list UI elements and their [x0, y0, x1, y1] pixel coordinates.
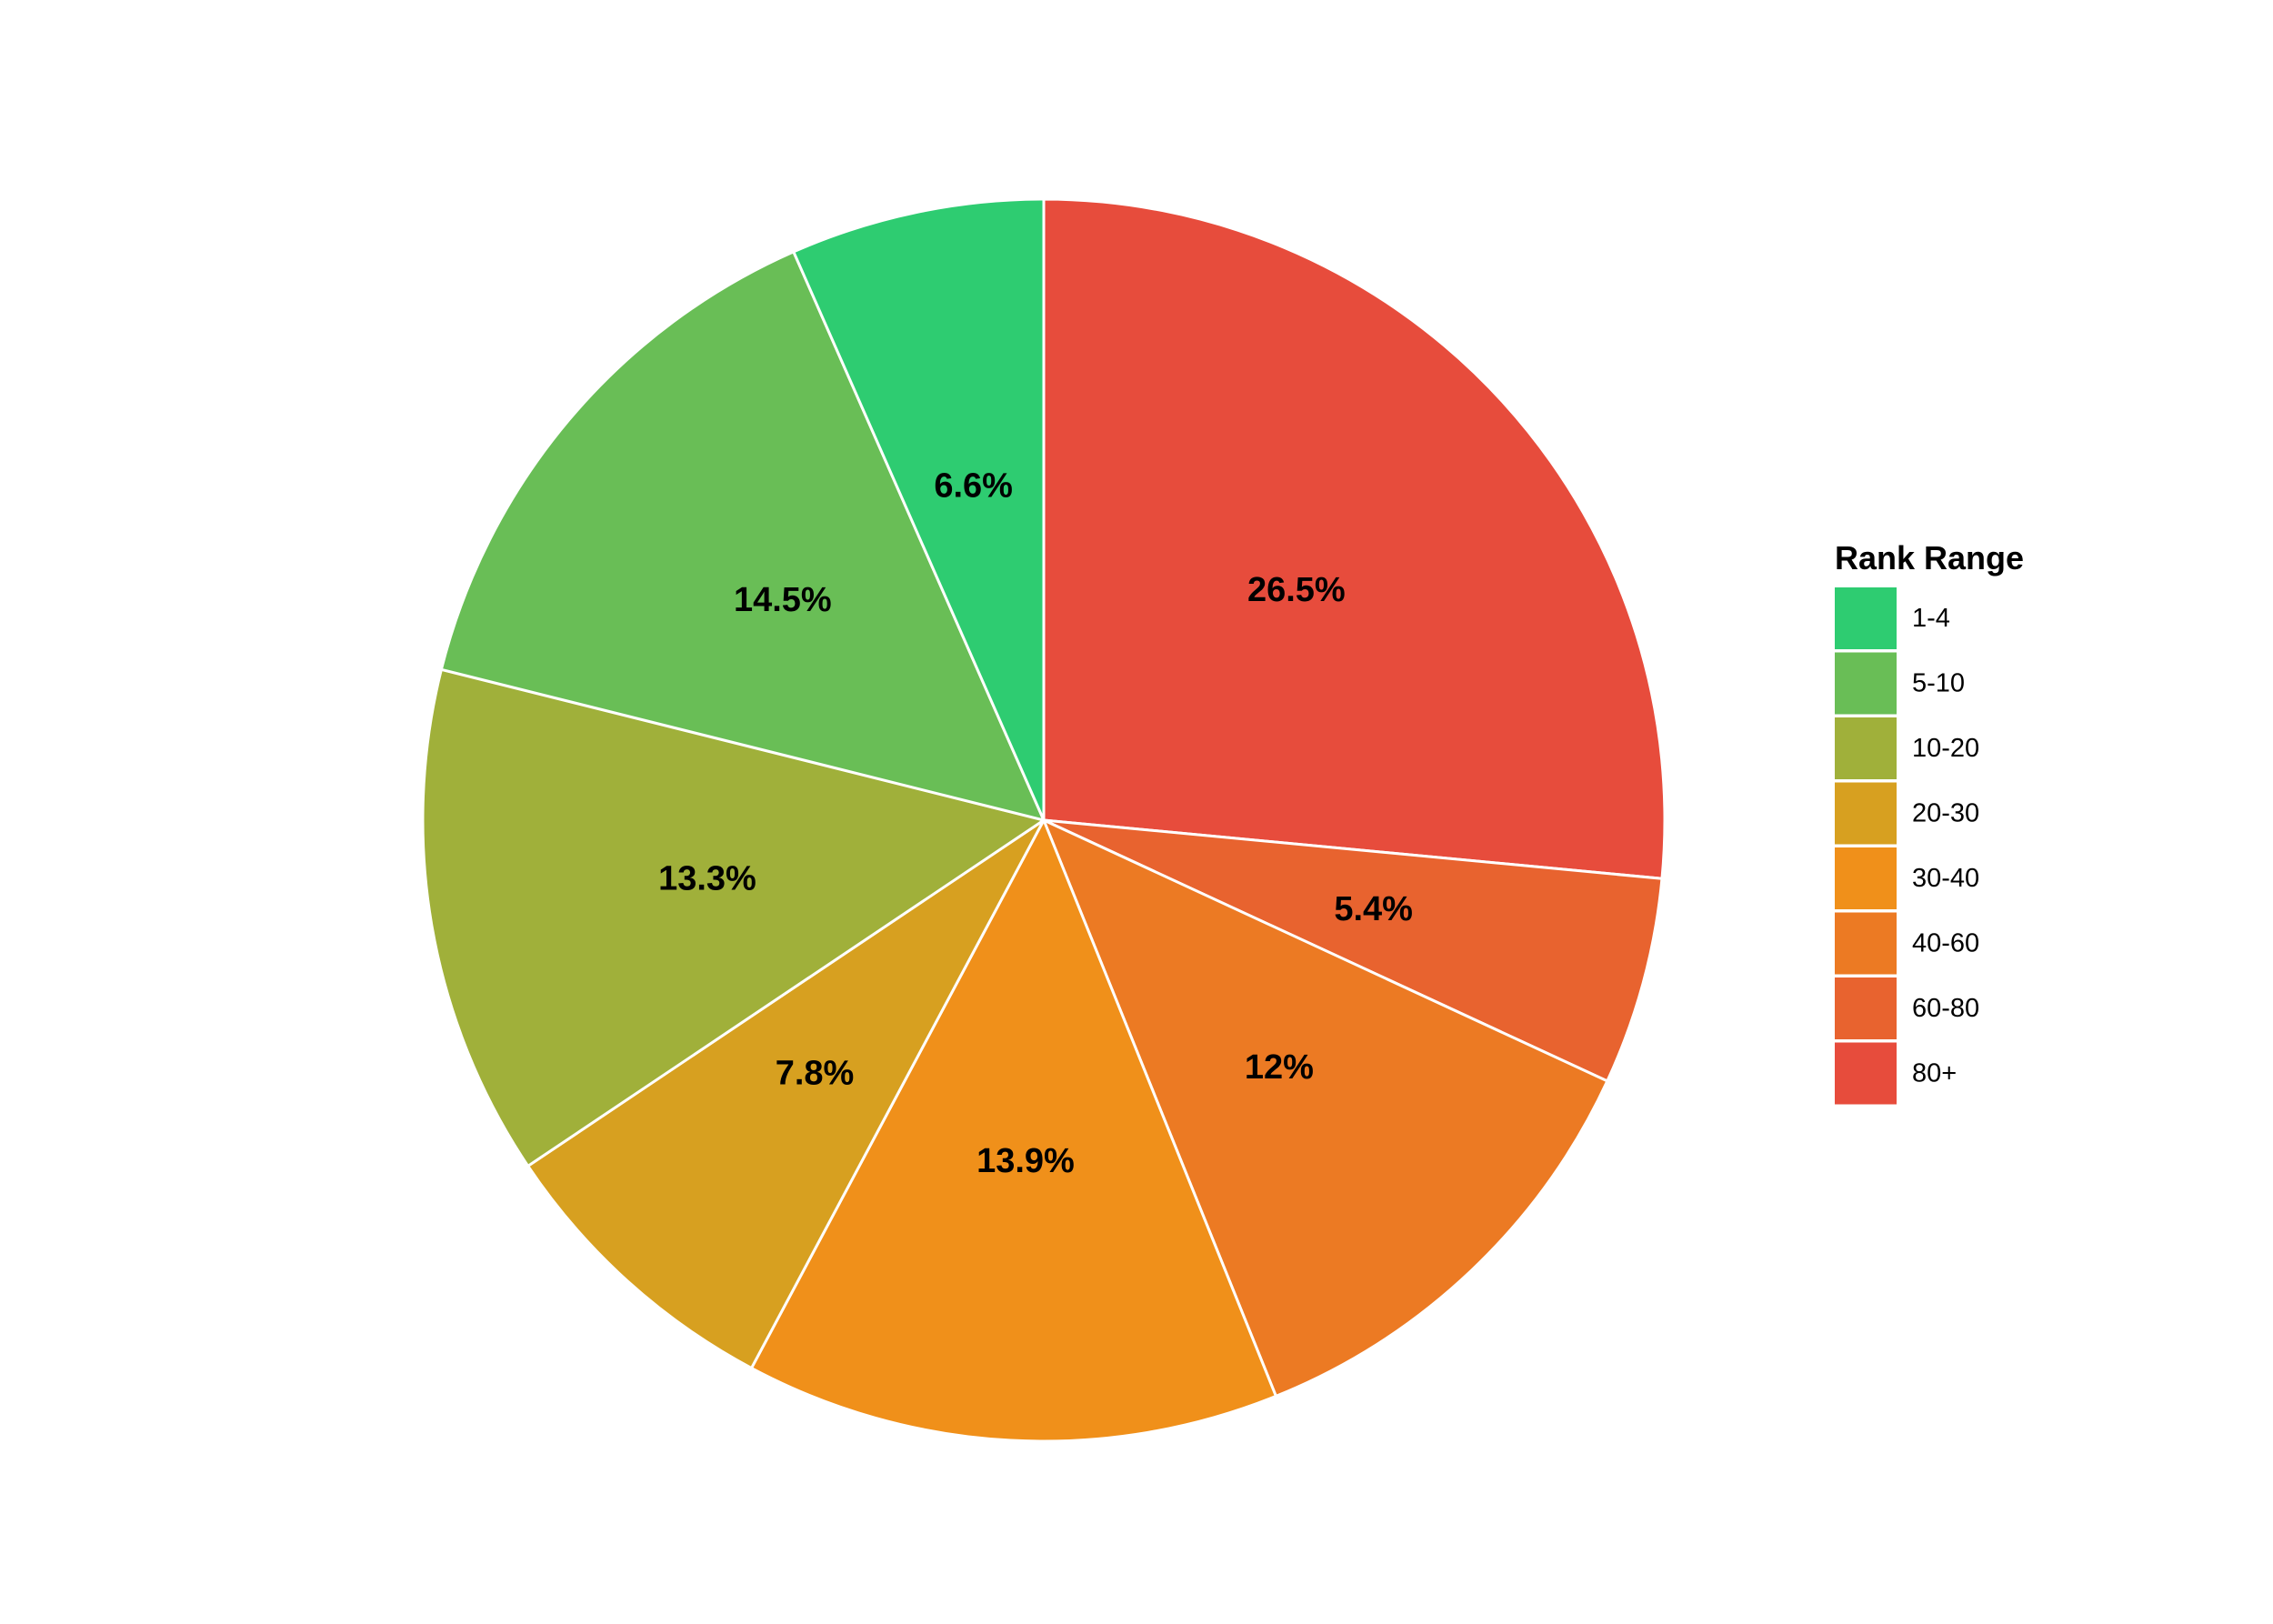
legend-swatch-30-40: [1835, 847, 1897, 909]
slice-label-80+: 26.5%: [1247, 571, 1346, 609]
legend-label-5-10: 5-10: [1912, 669, 1965, 698]
pie-slice-30-40: [749, 817, 1278, 1443]
slice-label-60-80: 5.4%: [1334, 890, 1413, 928]
legend-swatch-10-20: [1835, 717, 1897, 779]
pie-slice-5-10: [439, 249, 1046, 823]
legend-swatch-1-4: [1835, 587, 1897, 649]
pie-slice-10-20: [421, 667, 1047, 1168]
pie-slice-40-60: [1041, 817, 1609, 1398]
legend-label-60-80: 60-80: [1912, 994, 1979, 1023]
legend-label-40-60: 40-60: [1912, 929, 1979, 958]
legend-swatch-40-60: [1835, 912, 1897, 975]
legend-label-1-4: 1-4: [1912, 604, 1950, 633]
legend-label-30-40: 30-40: [1912, 864, 1979, 893]
legend-label-10-20: 10-20: [1912, 734, 1979, 763]
legend-label-80+: 80+: [1912, 1059, 1957, 1088]
legend-swatch-20-30: [1835, 782, 1897, 845]
legend-swatch-60-80: [1835, 977, 1897, 1039]
legend-items: 1-4 5-10 10-20 20-30 30-40 40-60 60-80 80+: [1835, 587, 1979, 1105]
legend: Rank Range 1-4 5-10 10-20 20-30 30-40 40-60 60…: [1835, 539, 2024, 1105]
slice-label-30-40: 13.9%: [976, 1142, 1075, 1180]
legend-swatch-5-10: [1835, 652, 1897, 715]
slice-label-10-20: 13.3%: [658, 860, 756, 898]
legend-title: Rank Range: [1835, 539, 2024, 576]
legend-label-20-30: 20-30: [1912, 799, 1979, 828]
slice-label-40-60: 12%: [1245, 1048, 1314, 1087]
pie-slice-60-80: [1043, 818, 1664, 1083]
pie-slice-1-4: [791, 197, 1046, 821]
slice-label-20-30: 7.8%: [776, 1055, 855, 1093]
slice-label-1-4: 6.6%: [934, 466, 1013, 505]
pie-slice-labels: 26.5% 5.4% 12% 13.9% 7.8% 13.3% 14.5% 6.6%: [658, 466, 1413, 1180]
pie-slice-80+: [1042, 197, 1667, 880]
legend-swatch-80+: [1835, 1042, 1897, 1105]
pie-slices: [421, 197, 1667, 1443]
pie-slice-20-30: [526, 818, 1046, 1370]
slice-label-5-10: 14.5%: [734, 581, 832, 619]
